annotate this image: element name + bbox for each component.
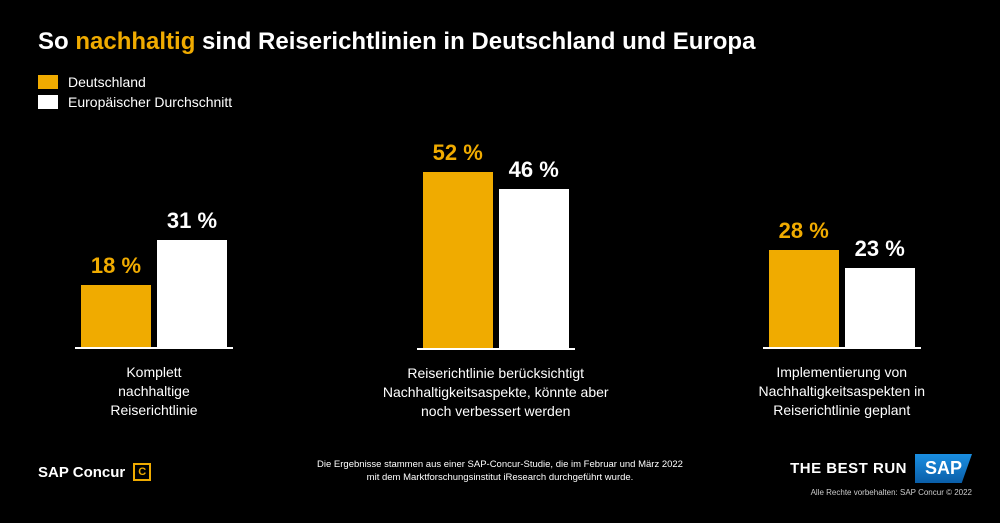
bar-rect [423, 172, 493, 348]
sap-logo: THE BEST RUN SAP [790, 454, 972, 483]
bar-rect [157, 240, 227, 347]
bar-value-label: 23 % [855, 236, 905, 262]
bars-row: 18 % 31 % [75, 140, 233, 349]
bar-value-label: 18 % [91, 253, 141, 279]
bar-value-label: 31 % [167, 208, 217, 234]
legend-item: Deutschland [38, 74, 232, 90]
legend-label: Deutschland [68, 74, 146, 90]
legend-item: Europäischer Durchschnitt [38, 94, 232, 110]
title-highlight: nachhaltig [75, 28, 195, 55]
title-pre: So [38, 28, 75, 55]
bar-value-label: 46 % [509, 157, 559, 183]
bar-rect [845, 268, 915, 348]
copyright: Alle Rechte vorbehalten: SAP Concur © 20… [811, 488, 972, 497]
footnote-line: Die Ergebnisse stammen aus einer SAP-Con… [317, 459, 683, 472]
bar: 23 % [845, 140, 915, 347]
bar-value-label: 52 % [433, 140, 483, 166]
bars-row: 52 % 46 % [417, 140, 575, 350]
bar: 52 % [423, 140, 493, 348]
logo-text: SAP Concur [38, 464, 125, 481]
legend: Deutschland Europäischer Durchschnitt [38, 74, 232, 114]
group-caption: Implementierung vonNachhaltigkeitsaspekt… [758, 363, 925, 420]
concur-badge-icon: C [133, 463, 151, 481]
sap-concur-logo: SAP Concur C [38, 463, 151, 481]
legend-swatch [38, 75, 58, 89]
bar-rect [499, 189, 569, 348]
bar-value-label: 28 % [779, 218, 829, 244]
bar-rect [81, 285, 151, 347]
bar-group: 18 % 31 % KomplettnachhaltigeReiserichtlin… [75, 140, 233, 420]
bar: 46 % [499, 140, 569, 348]
footnote-line: mit dem Marktforschungsinstitut iResearc… [317, 472, 683, 485]
footer: SAP Concur C Die Ergebnisse stammen aus … [0, 445, 1000, 505]
footnote: Die Ergebnisse stammen aus einer SAP-Con… [317, 459, 683, 485]
bar-chart: 18 % 31 % KomplettnachhaltigeReiserichtlin… [0, 140, 1000, 420]
best-run-text: THE BEST RUN [790, 460, 907, 477]
bar-group: 52 % 46 % Reiserichtlinie berücksichtigtNa… [383, 140, 609, 420]
title-post: sind Reiserichtlinien in Deutschland und… [195, 28, 755, 55]
legend-label: Europäischer Durchschnitt [68, 94, 232, 110]
legend-swatch [38, 95, 58, 109]
bar: 31 % [157, 140, 227, 347]
group-caption: Reiserichtlinie berücksichtigtNachhaltig… [383, 364, 609, 421]
bar-rect [769, 250, 839, 347]
bars-row: 28 % 23 % [763, 140, 921, 349]
bar: 18 % [81, 140, 151, 347]
bar: 28 % [769, 140, 839, 347]
group-caption: KomplettnachhaltigeReiserichtlinie [110, 363, 197, 420]
sap-chip-icon: SAP [915, 454, 972, 483]
bar-group: 28 % 23 % Implementierung vonNachhaltigkei… [758, 140, 925, 420]
page-title: So nachhaltig sind Reiserichtlinien in D… [38, 28, 755, 56]
